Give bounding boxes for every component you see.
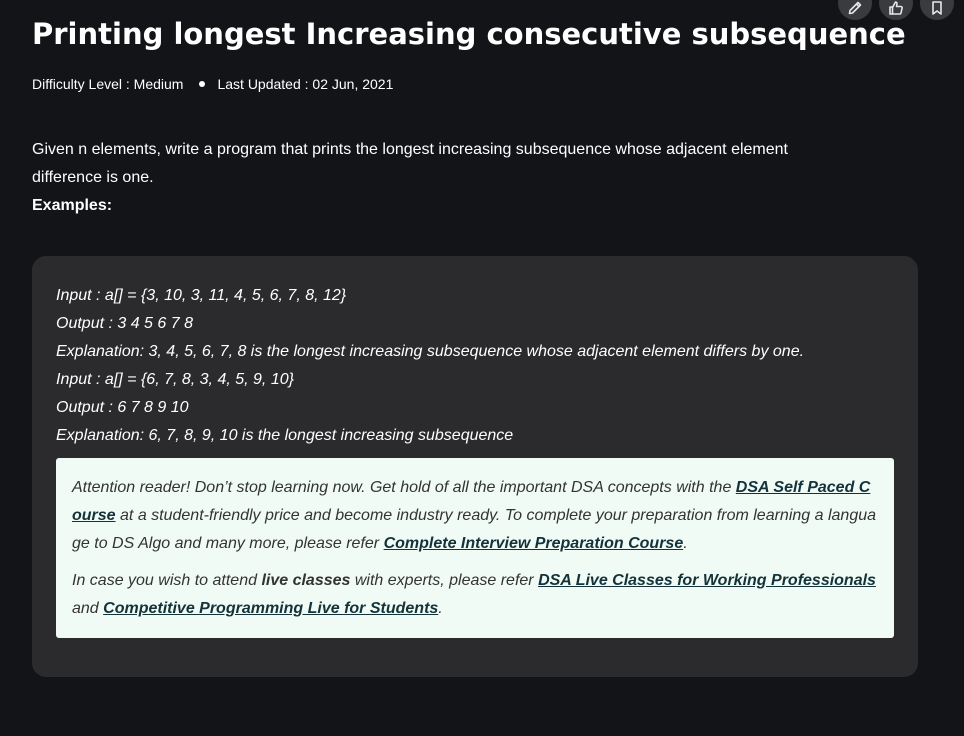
examples-heading: Examples: (32, 197, 113, 214)
separator-dot (199, 81, 206, 87)
dsa-live-classes-link[interactable]: DSA Live Classes for Working Professiona… (538, 572, 876, 589)
examples-list: Input : a[] = {3, 10, 3, 11, 4, 5, 6, 7,… (56, 282, 804, 450)
notice-text: Attention reader! Don’t stop learning no… (72, 479, 736, 496)
notice-text: at a student-friendly price and become i… (72, 507, 877, 552)
article-toolbar (838, 0, 954, 20)
notice-paragraph-1: Attention reader! Don’t stop learning no… (72, 474, 880, 558)
live-classes-emphasis: live classes (261, 572, 351, 589)
example-input-2: Input : a[] = {6, 7, 8, 3, 4, 5, 9, 10} (56, 371, 294, 388)
notice-text: In case you wish to attend (72, 572, 262, 589)
article-title: Printing longest Increasing consecutive … (32, 17, 906, 51)
example-explanation-2: Explanation: 6, 7, 8, 9, 10 is the longe… (56, 427, 514, 444)
pencil-icon (848, 1, 862, 15)
competitive-programming-live-link[interactable]: Competitive Programming Live for Student… (103, 600, 439, 617)
example-explanation-1: Explanation: 3, 4, 5, 6, 7, 8 is the lon… (56, 343, 805, 360)
notice-paragraph-2: In case you wish to attend live classes … (72, 567, 880, 623)
example-output-2: Output : 6 7 8 9 10 (56, 399, 189, 416)
edit-button[interactable] (838, 0, 872, 20)
attention-notice: Attention reader! Don’t stop learning no… (56, 458, 894, 638)
thumbs-up-icon (889, 1, 903, 15)
notice-text: . (683, 535, 688, 552)
bookmark-button[interactable] (920, 0, 954, 20)
dsa-self-paced-course-link[interactable]: DSA Self Paced Course (72, 479, 871, 524)
difficulty-level: Difficulty Level : Medium (32, 76, 184, 92)
last-updated: Last Updated : 02 Jun, 2021 (217, 76, 394, 92)
notice-text: with experts, please refer (350, 572, 539, 589)
bookmark-icon (932, 1, 942, 15)
problem-description: Given n elements, write a program that p… (32, 141, 788, 186)
problem-statement: Given n elements, write a program that p… (32, 136, 862, 220)
example-output-1: Output : 3 4 5 6 7 8 (56, 315, 193, 332)
complete-interview-preparation-link[interactable]: Complete Interview Preparation Course (383, 535, 684, 552)
notice-text: and (72, 600, 104, 617)
like-button[interactable] (879, 0, 913, 20)
article-meta: Difficulty Level : Medium Last Updated :… (32, 74, 393, 94)
examples-box: Input : a[] = {3, 10, 3, 11, 4, 5, 6, 7,… (32, 256, 918, 677)
notice-text: . (438, 600, 443, 617)
example-input-1: Input : a[] = {3, 10, 3, 11, 4, 5, 6, 7,… (56, 287, 347, 304)
